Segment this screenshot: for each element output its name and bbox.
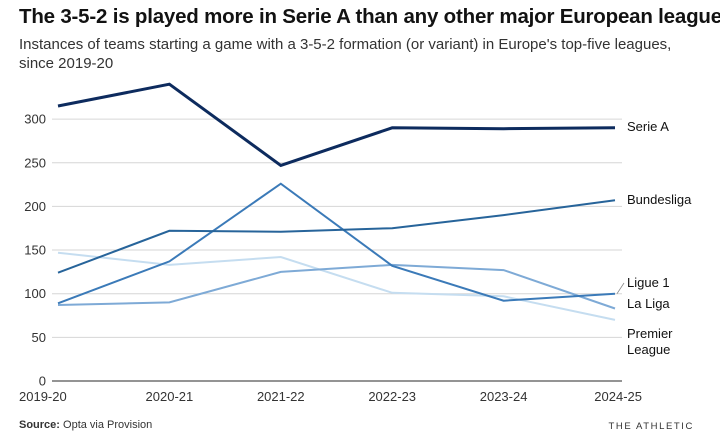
y-tick-label: 300 [24, 112, 46, 127]
series-line-la-liga [57, 263, 616, 310]
series-line-ligue-1 [57, 182, 616, 305]
y-tick-label: 200 [24, 199, 46, 214]
y-tick-label: 150 [24, 243, 46, 258]
x-tick-label: 2019-20 [19, 389, 67, 404]
series-label-la-liga: La Liga [627, 296, 670, 311]
series-label-serie-a: Serie A [627, 119, 669, 134]
source-note: Source: Opta via Provision [19, 419, 152, 431]
source-text: Opta via Provision [63, 419, 153, 431]
series-label-premier-league: League [627, 342, 670, 357]
series-line-premier-league [57, 251, 616, 321]
chart-title: The 3-5-2 is played more in Serie A than… [19, 5, 720, 28]
series-line-serie-a [57, 82, 616, 168]
chart-subtitle: Instances of teams starting a game with … [19, 36, 672, 72]
series-label-premier-league: Premier [627, 326, 673, 341]
publisher-logo: THE ATHLETIC [608, 421, 694, 432]
x-tick-label: 2024-25 [594, 389, 642, 404]
x-tick-label: 2022-23 [368, 389, 416, 404]
x-tick-label: 2020-21 [146, 389, 194, 404]
series-line-bundesliga [57, 199, 616, 274]
y-tick-label: 100 [24, 286, 46, 301]
series-label-ligue-1: Ligue 1 [627, 275, 670, 290]
series-label-bundesliga: Bundesliga [627, 192, 692, 207]
label-leader-ligue-1 [616, 282, 625, 294]
y-tick-label: 50 [32, 330, 46, 345]
x-tick-label: 2021-22 [257, 389, 305, 404]
y-tick-label: 250 [24, 155, 46, 170]
source-label: Source: [19, 419, 60, 431]
x-tick-label: 2023-24 [480, 389, 528, 404]
y-tick-label: 0 [39, 374, 46, 389]
